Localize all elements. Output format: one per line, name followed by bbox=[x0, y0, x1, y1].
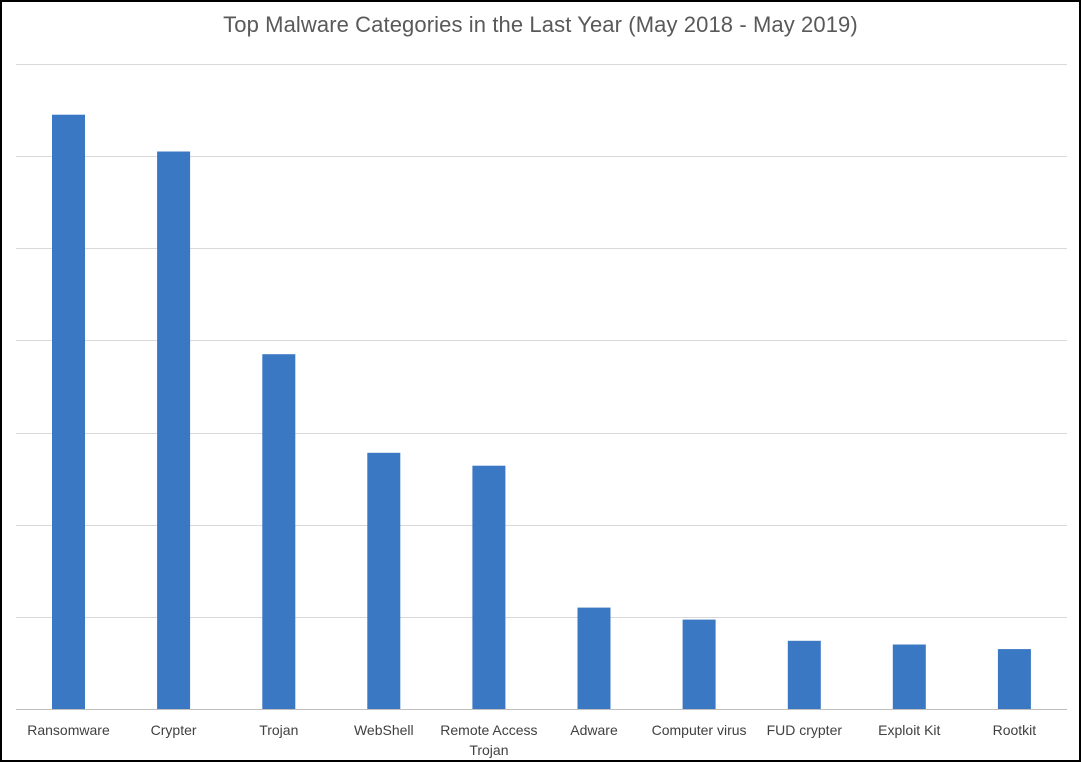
bar bbox=[367, 452, 401, 709]
bar bbox=[892, 644, 926, 709]
x-tick-label: Crypter bbox=[151, 722, 197, 738]
x-tick-label: Adware bbox=[570, 722, 618, 738]
x-tick-label: Computer virus bbox=[652, 722, 747, 738]
x-axis: Ransomware Crypter Trojan WebShell Remote Ac… bbox=[16, 709, 1067, 758]
bar bbox=[577, 607, 611, 709]
x-tick-label: Exploit Kit bbox=[878, 722, 940, 738]
bar bbox=[472, 465, 506, 709]
x-tick-label: Trojan bbox=[259, 722, 298, 738]
bar bbox=[52, 114, 85, 709]
bar bbox=[262, 354, 296, 709]
x-tick-label: WebShell bbox=[354, 722, 414, 738]
bar bbox=[997, 649, 1031, 709]
bar bbox=[787, 640, 821, 709]
x-tick-label: Remote Access Trojan bbox=[440, 722, 537, 758]
bar bbox=[682, 619, 716, 709]
bar bbox=[157, 151, 191, 709]
gridlines bbox=[16, 64, 1067, 618]
x-tick-label: Ransomware bbox=[27, 722, 110, 738]
bars bbox=[52, 114, 1031, 709]
x-tick-label: FUD crypter bbox=[767, 722, 843, 738]
chart-title: Top Malware Categories in the Last Year … bbox=[223, 12, 858, 37]
x-tick-label: Rootkit bbox=[993, 722, 1037, 738]
